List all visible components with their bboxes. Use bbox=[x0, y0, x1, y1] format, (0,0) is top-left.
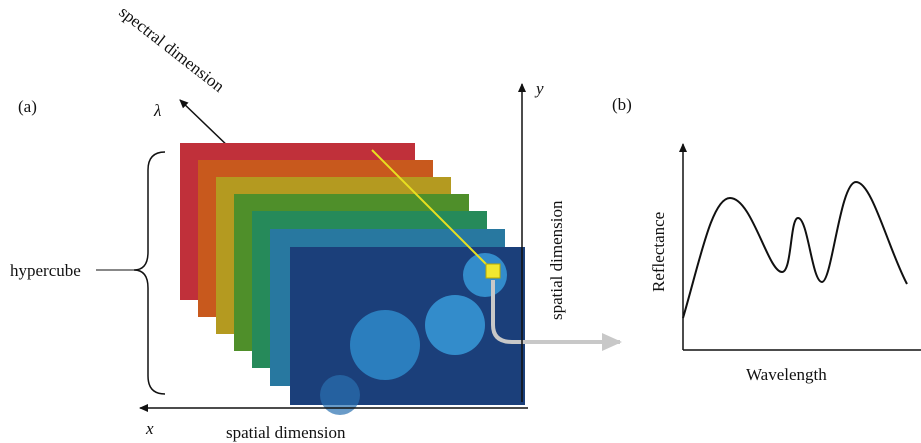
panel-label: (a) bbox=[18, 97, 37, 116]
flower bbox=[425, 295, 485, 355]
body: (a) (b) λ spectral dimension hypercube y… bbox=[0, 0, 921, 443]
lambda-symbol: λ bbox=[153, 101, 161, 120]
bracket bbox=[134, 152, 165, 394]
x-title: spatial dimension bbox=[226, 423, 346, 442]
x-symbol: x bbox=[145, 419, 154, 438]
flower bbox=[320, 375, 360, 415]
spectrum-curve bbox=[683, 182, 907, 318]
figure: (a) (b) λ spectral dimension hypercube y… bbox=[0, 0, 921, 443]
flower bbox=[350, 310, 420, 380]
pixel-marker bbox=[486, 264, 500, 278]
panel-label: (b) bbox=[612, 95, 632, 114]
spectral-title: spectral dimension bbox=[116, 2, 229, 96]
page: Hyperspectral hypercube {"panel_a": {"la… bbox=[0, 0, 921, 443]
spectral-arrow bbox=[180, 100, 232, 150]
y-title: spatial dimension bbox=[547, 200, 566, 320]
wavelength-title: Wavelength bbox=[746, 365, 827, 384]
y-symbol: y bbox=[534, 79, 544, 98]
reflectance-title: Reflectance bbox=[649, 212, 668, 292]
bracket-label: hypercube bbox=[10, 261, 81, 280]
image-stack bbox=[180, 143, 525, 415]
